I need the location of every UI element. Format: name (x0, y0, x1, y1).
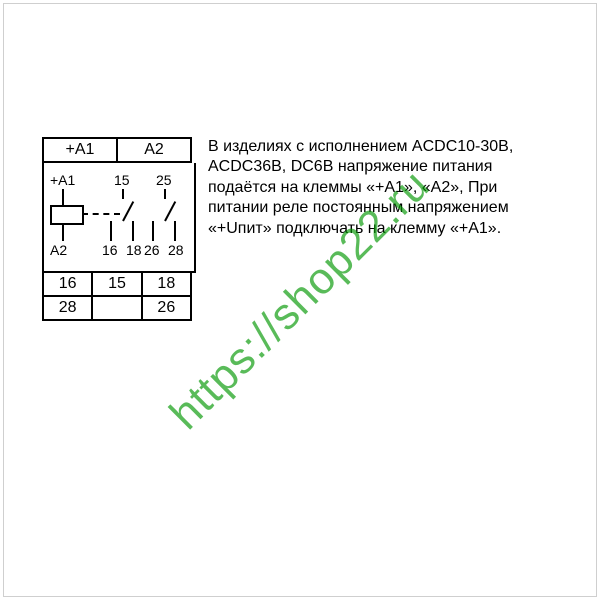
schematic-inner: +A1 A2 15 16 18 25 (44, 163, 194, 271)
c2-moving-contact (164, 201, 176, 221)
c1-leg-left (110, 221, 112, 241)
f1-c3: 18 (142, 273, 191, 296)
contact2-top-label: 25 (156, 173, 172, 187)
c1-leg-right (132, 221, 134, 241)
c2-br-label: 28 (168, 243, 184, 257)
c2-bl-label: 26 (144, 243, 160, 257)
contact1-top-label: 15 (114, 173, 130, 187)
coil-top-lead (62, 189, 64, 205)
c2-leg-left (152, 221, 154, 241)
content-area: +A1 A2 +A1 A2 15 16 (42, 137, 562, 321)
c2-leg-right (174, 221, 176, 241)
coil-rect (50, 205, 84, 225)
coil-bottom-label: A2 (50, 243, 67, 257)
c1-br-label: 18 (126, 243, 142, 257)
f2-c1: 28 (43, 296, 92, 320)
relay-diagram: +A1 A2 +A1 A2 15 16 (42, 137, 192, 321)
coil-bottom-lead (62, 223, 64, 241)
c2-top-lead (164, 189, 166, 199)
f2-c2 (92, 296, 141, 320)
schematic-box: +A1 A2 15 16 18 25 (42, 163, 196, 273)
f1-c2: 15 (92, 273, 141, 296)
f1-c1: 16 (43, 273, 92, 296)
f2-c3: 26 (142, 296, 191, 320)
c1-moving-contact (122, 201, 134, 221)
dashed-link (82, 213, 120, 215)
c1-top-lead (122, 189, 124, 199)
header-cell-a1: +A1 (43, 138, 117, 162)
diagram-header-row: +A1 A2 (42, 137, 192, 163)
header-cell-a2: A2 (117, 138, 191, 162)
c1-bl-label: 16 (102, 243, 118, 257)
footer-row-2: 28 26 (42, 295, 192, 321)
coil-top-label: +A1 (50, 173, 75, 187)
footer-row-1: 16 15 18 (42, 273, 192, 297)
description-text: В изделиях с исполнением ACDC10-30В, ACD… (208, 137, 562, 239)
